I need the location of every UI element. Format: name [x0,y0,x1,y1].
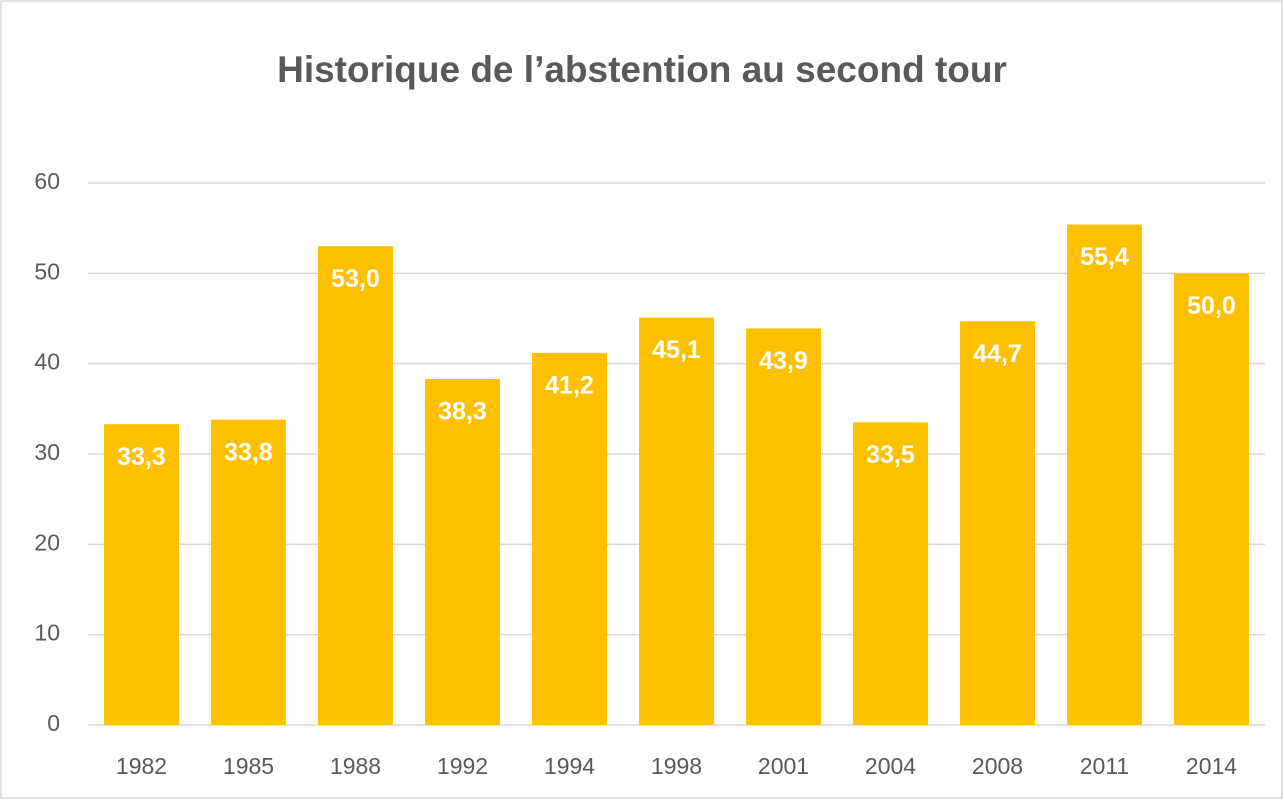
data-label: 41,2 [545,371,594,399]
bar [532,352,607,725]
bar [1174,273,1249,725]
data-label: 33,5 [866,441,915,469]
y-tick-label: 30 [34,439,60,465]
y-tick-label: 50 [34,258,60,284]
chart-title: Historique de l’abstention au second tou… [277,49,1007,90]
data-label: 53,0 [331,265,380,293]
y-tick-label: 0 [47,710,60,736]
x-tick-label: 1994 [544,753,595,779]
bar [639,317,714,725]
x-tick-label: 2004 [865,753,916,779]
x-tick-label: 1988 [330,753,381,779]
data-label: 50,0 [1187,292,1236,320]
x-tick-label: 1998 [651,753,702,779]
x-tick-label: 2014 [1186,753,1237,779]
x-tick-label: 1985 [223,753,274,779]
x-tick-label: 1982 [116,753,167,779]
bar [425,379,500,725]
data-label: 38,3 [438,398,487,426]
bar [853,422,928,725]
data-label: 43,9 [759,347,808,375]
data-label: 45,1 [652,336,701,364]
y-tick-label: 10 [34,620,60,646]
y-tick-label: 20 [34,529,60,555]
bar [211,419,286,725]
data-label: 55,4 [1080,243,1129,271]
data-label: 33,8 [224,438,273,466]
x-tick-label: 1992 [437,753,488,779]
data-label: 44,7 [973,340,1022,368]
x-tick-label: 2001 [758,753,809,779]
bar [104,424,179,725]
bar [746,328,821,725]
data-label: 33,3 [117,443,166,471]
y-tick-label: 60 [34,168,60,194]
bar [1067,224,1142,725]
bar [318,246,393,725]
y-tick-label: 40 [34,349,60,375]
bar [960,321,1035,725]
x-tick-label: 2008 [972,753,1023,779]
x-tick-label: 2011 [1080,753,1129,779]
